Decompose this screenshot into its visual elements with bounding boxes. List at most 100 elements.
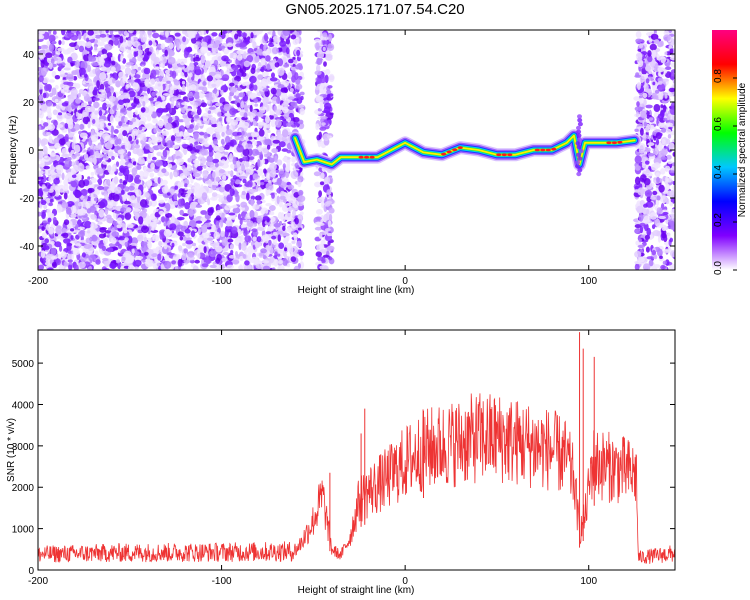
noise-blob bbox=[239, 217, 243, 226]
noise-blob bbox=[229, 86, 237, 93]
noise-blob bbox=[231, 259, 240, 265]
noise-blob bbox=[134, 144, 140, 149]
noise-blob bbox=[297, 195, 306, 203]
noise-blob bbox=[244, 216, 248, 220]
noise-blob bbox=[223, 48, 230, 55]
noise-blob bbox=[198, 86, 205, 90]
noise-blob bbox=[283, 252, 288, 258]
noise-blob bbox=[113, 129, 119, 134]
noise-blob bbox=[62, 84, 70, 90]
noise-blob bbox=[285, 47, 290, 55]
noise-blob bbox=[93, 145, 102, 151]
noise-blob bbox=[254, 103, 259, 107]
noise-blob bbox=[184, 183, 188, 188]
noise-blob bbox=[55, 51, 61, 55]
noise-blob bbox=[286, 226, 292, 233]
noise-blob bbox=[148, 138, 152, 146]
noise-blob bbox=[70, 205, 77, 214]
noise-blob bbox=[205, 232, 212, 237]
noise-blob bbox=[38, 75, 44, 83]
noise-blob bbox=[254, 115, 259, 122]
noise-blob bbox=[173, 193, 178, 201]
noise-blob bbox=[265, 133, 269, 140]
noise-blob bbox=[100, 199, 108, 208]
noise-blob bbox=[171, 242, 175, 248]
noise-blob bbox=[230, 250, 234, 255]
noise-blob bbox=[107, 188, 112, 194]
noise-blob bbox=[182, 36, 187, 43]
noise-blob bbox=[270, 112, 275, 116]
noise-blob bbox=[139, 176, 144, 180]
noise-blob bbox=[38, 60, 41, 66]
noise-blob bbox=[169, 88, 175, 95]
noise-blob bbox=[248, 164, 255, 168]
noise-blob bbox=[63, 238, 71, 244]
noise-blob bbox=[83, 73, 88, 78]
noise-blob bbox=[108, 193, 113, 201]
noise-blob bbox=[68, 262, 73, 266]
noise-blob bbox=[161, 168, 167, 174]
noise-blob bbox=[319, 243, 325, 250]
noise-blob bbox=[82, 49, 88, 55]
noise-blob bbox=[221, 238, 228, 246]
noise-blob bbox=[124, 141, 132, 151]
noise-blob bbox=[146, 215, 152, 224]
noise-blob bbox=[163, 242, 168, 250]
noise-blob bbox=[58, 265, 65, 270]
noise-blob bbox=[130, 237, 139, 245]
noise-blob bbox=[660, 168, 666, 175]
noise-blob bbox=[64, 122, 69, 129]
noise-blob bbox=[182, 114, 188, 119]
noise-blob bbox=[205, 167, 213, 172]
noise-blob bbox=[156, 263, 161, 267]
noise-blob bbox=[182, 242, 187, 247]
noise-blob bbox=[72, 82, 78, 88]
noise-blob bbox=[115, 259, 121, 264]
noise-blob bbox=[118, 99, 124, 106]
noise-blob bbox=[93, 86, 98, 95]
noise-blob bbox=[176, 216, 185, 221]
noise-blob bbox=[161, 95, 166, 101]
noise-blob bbox=[118, 236, 126, 241]
noise-blob bbox=[127, 53, 134, 59]
noise-blob bbox=[207, 100, 211, 105]
noise-blob bbox=[190, 155, 195, 159]
noise-blob bbox=[251, 160, 255, 166]
noise-blob bbox=[112, 105, 117, 111]
noise-blob bbox=[55, 185, 60, 191]
noise-blob bbox=[190, 84, 197, 91]
noise-blob bbox=[161, 216, 166, 223]
noise-blob bbox=[103, 62, 111, 68]
noise-blob bbox=[144, 78, 149, 87]
noise-blob bbox=[151, 253, 158, 258]
noise-blob bbox=[71, 253, 75, 260]
noise-blob bbox=[250, 32, 254, 39]
noise-blob bbox=[71, 70, 79, 75]
noise-blob bbox=[142, 170, 149, 178]
noise-blob bbox=[42, 174, 47, 183]
noise-blob bbox=[45, 52, 53, 58]
noise-blob bbox=[63, 192, 68, 200]
noise-blob bbox=[143, 67, 151, 75]
noise-blob bbox=[243, 229, 248, 237]
noise-blob bbox=[78, 179, 86, 188]
noise-blob bbox=[102, 102, 108, 111]
noise-blob bbox=[99, 227, 107, 233]
noise-blob bbox=[40, 159, 45, 168]
noise-blob bbox=[287, 184, 295, 190]
noise-blob bbox=[124, 186, 130, 192]
noise-blob bbox=[38, 176, 44, 180]
noise-blob bbox=[126, 49, 133, 54]
noise-blob bbox=[213, 87, 218, 95]
noise-blob bbox=[236, 102, 241, 108]
noise-blob bbox=[38, 198, 42, 202]
noise-blob bbox=[174, 32, 181, 37]
noise-blob bbox=[178, 119, 185, 123]
noise-blob bbox=[115, 161, 120, 167]
noise-blob bbox=[256, 68, 261, 73]
noise-blob bbox=[100, 66, 107, 71]
noise-blob bbox=[293, 192, 300, 198]
noise-blob bbox=[150, 229, 159, 233]
noise-blob bbox=[181, 102, 188, 106]
noise-blob bbox=[73, 264, 79, 270]
